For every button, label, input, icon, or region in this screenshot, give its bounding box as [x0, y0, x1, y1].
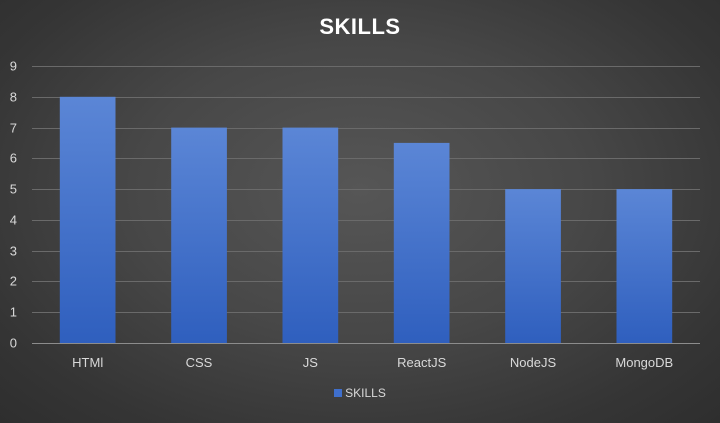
x-tick-labels: HTMl CSS JS ReactJS NodeJS MongoDB: [72, 355, 673, 370]
bar-nodejs: [505, 189, 561, 343]
bars: [59, 96, 673, 343]
x-tick-label: MongoDB: [615, 355, 673, 370]
y-tick-label: 3: [10, 244, 17, 259]
y-tick-label: 1: [10, 305, 17, 320]
chart-title: SKILLS: [319, 14, 401, 39]
bar-mongodb: [616, 189, 673, 343]
legend-swatch: [334, 389, 343, 397]
x-tick-label: NodeJS: [510, 355, 557, 370]
x-tick-label: ReactJS: [397, 355, 446, 370]
x-tick-label: HTMl: [72, 355, 103, 370]
y-tick-label: 4: [10, 213, 17, 228]
y-tick-label: 7: [10, 121, 17, 136]
x-tick-label: JS: [303, 355, 319, 370]
bar-reactjs: [393, 142, 450, 343]
legend-label: SKILLS: [345, 386, 386, 400]
y-tick-label: 9: [10, 59, 17, 74]
y-tick-label: 0: [10, 336, 17, 351]
legend: SKILLS: [0, 386, 720, 400]
bar-html: [59, 96, 116, 343]
y-tick-label: 2: [10, 274, 17, 289]
y-tick-label: 6: [10, 151, 17, 166]
y-tick-label: 5: [10, 182, 17, 197]
x-tick-label: CSS: [186, 355, 213, 370]
bar-css: [171, 127, 227, 343]
bar-js: [282, 127, 339, 343]
y-tick-label: 8: [10, 90, 17, 105]
y-tick-labels: 0 1 2 3 4 5 6 7 8 9: [10, 59, 17, 351]
gridlines: [32, 66, 700, 313]
